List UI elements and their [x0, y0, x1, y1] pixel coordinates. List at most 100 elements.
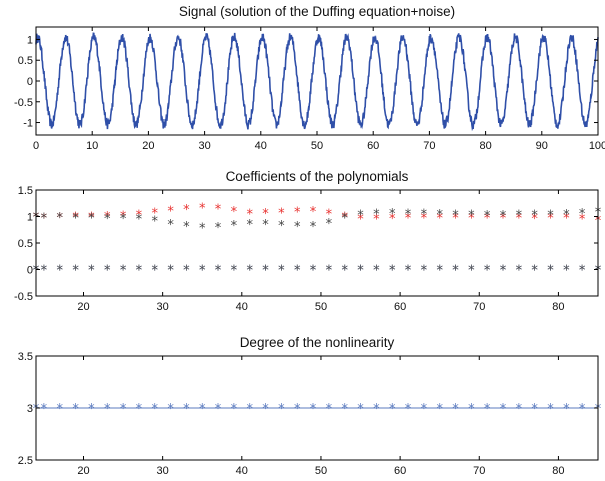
coefficients-series-1-marker: *: [231, 219, 238, 234]
coefficients-series-0-marker: *: [547, 212, 554, 227]
coefficients-series-1-marker: *: [199, 222, 206, 237]
coefficients-series-0-marker: *: [421, 212, 428, 227]
coefficients-series-2-marker: *: [389, 264, 396, 279]
y-tick-label: 0.5: [18, 55, 33, 67]
coefficients-series-0-marker: *: [373, 213, 380, 228]
degree-series-0-marker: *: [151, 402, 158, 417]
coefficients-series-2-marker: *: [104, 264, 111, 279]
coefficients-series-0-marker: *: [389, 212, 396, 227]
coefficients-series-0-marker: *: [294, 206, 301, 221]
x-tick-label: 40: [236, 301, 248, 313]
y-tick-label: 0: [27, 76, 33, 88]
coefficients-series-1-marker: *: [56, 211, 63, 226]
coefficients-series-0-marker: *: [357, 213, 364, 228]
degree-series-0-marker: *: [563, 402, 570, 417]
coefficients-series-2-marker: *: [56, 264, 63, 279]
x-tick-label: 70: [473, 465, 485, 477]
coefficients-series-3-marker: *: [452, 264, 459, 279]
coefficients-series-3-marker: *: [421, 264, 428, 279]
coefficients-series-2-marker: *: [547, 264, 554, 279]
coefficients-series-3-marker: *: [516, 264, 523, 279]
x-tick-label: 50: [311, 140, 323, 152]
x-tick-label: 60: [367, 140, 379, 152]
coefficients-panel: Coefficients of the polynomials * * * * * * * *…: [14, 169, 602, 313]
coefficients-series-3-marker: *: [500, 264, 507, 279]
coefficients-series-1-marker: *: [516, 208, 523, 223]
coefficients-series-2-marker: *: [262, 264, 269, 279]
coefficients-series-3-marker: *: [468, 264, 475, 279]
coefficients-series-0-marker: *: [136, 208, 143, 223]
coefficients-series-1-marker: *: [436, 208, 443, 223]
coefficients-series-0-marker: *: [405, 212, 412, 227]
coefficients-series-1-marker: *: [452, 208, 459, 223]
degree-series-0-marker: *: [389, 402, 396, 417]
coefficients-series-0-marker: *: [88, 211, 95, 226]
coefficients-series-2-marker: *: [199, 264, 206, 279]
coefficients-series-2-marker: *: [579, 264, 586, 279]
degree-series-0-marker: *: [357, 402, 364, 417]
x-tick-label: 50: [315, 465, 327, 477]
x-tick-label: 40: [236, 465, 248, 477]
degree-series-0-marker: *: [531, 402, 538, 417]
coefficients-series-2-marker: *: [246, 264, 253, 279]
x-tick-label: 100: [589, 140, 605, 152]
coefficients-series-0-marker: *: [56, 211, 63, 226]
signal-series-line: [35, 32, 599, 132]
coefficients-series-0-marker: *: [484, 212, 491, 227]
coefficients-series-0-marker: *: [500, 212, 507, 227]
x-tick-label: 70: [473, 301, 485, 313]
coefficients-series-0-marker: *: [199, 201, 206, 216]
coefficients-series-3-marker: *: [246, 264, 253, 279]
degree-series-0-marker: *: [199, 402, 206, 417]
x-tick-label: 80: [552, 301, 564, 313]
coefficients-series-3-marker: *: [183, 264, 190, 279]
coefficients-series-1-marker: *: [405, 207, 412, 222]
coefficients-series-0-marker: *: [278, 206, 285, 221]
y-tick-label: -0.5: [14, 291, 33, 303]
degree-series-layer: * * * * * * * * * * * * * * * * * * * * * * * * * * * * * * * * * * * * *: [33, 402, 602, 417]
degree-series-0-marker: *: [88, 402, 95, 417]
coefficients-series-1-marker: *: [167, 218, 174, 233]
chart-title-coefficients: Coefficients of the polynomials: [226, 169, 409, 184]
chart-title-degree: Degree of the nonlinearity: [240, 335, 395, 350]
coefficients-series-3-marker: *: [167, 264, 174, 279]
coefficients-series-2-marker: *: [88, 264, 95, 279]
x-tick-label: 10: [86, 140, 98, 152]
degree-series-0-marker: *: [167, 402, 174, 417]
coefficients-series-1-marker: *: [72, 212, 79, 227]
degree-series-0-marker: *: [341, 402, 348, 417]
coefficients-series-3-marker: *: [547, 264, 554, 279]
x-tick-label: 30: [157, 465, 169, 477]
coefficients-series-2-marker: *: [231, 264, 238, 279]
coefficients-series-0-marker: *: [120, 209, 127, 224]
coefficients-series-2-marker: *: [72, 264, 79, 279]
coefficients-series-layer: * * * * * * * * * * * * * * * * * * * * * * * * * * * * * * * * * * * * * * * *…: [33, 201, 602, 278]
y-tick-label: -1: [23, 118, 33, 130]
degree-series-0-marker: *: [373, 402, 380, 417]
coefficients-series-3-marker: *: [436, 264, 443, 279]
degree-series-0-marker: *: [326, 402, 333, 417]
x-tick-label: 70: [423, 140, 435, 152]
coefficients-series-1-marker: *: [500, 209, 507, 224]
coefficients-axes-box: [35, 189, 599, 297]
coefficients-series-2-marker: *: [405, 264, 412, 279]
y-tick-label: 3: [27, 403, 33, 415]
coefficients-series-1-marker: *: [215, 221, 222, 236]
signal-series-layer: [35, 32, 599, 132]
degree-series-0-marker: *: [484, 402, 491, 417]
coefficients-series-0-marker: *: [516, 212, 523, 227]
chart-title-signal: Signal (solution of the Duffing equation…: [179, 4, 455, 19]
coefficients-series-1-marker: *: [563, 208, 570, 223]
coefficients-series-0-marker: *: [579, 213, 586, 228]
degree-series-0-marker: *: [516, 402, 523, 417]
coefficients-ticks: 20 30 40 50 60 70 80 -0.5 0 0.5 1 1.5: [14, 185, 598, 313]
coefficients-series-2-marker: *: [484, 264, 491, 279]
degree-series-0-marker: *: [547, 402, 554, 417]
y-tick-label: 1: [27, 34, 33, 46]
coefficients-series-0-marker: *: [468, 212, 475, 227]
x-tick-label: 20: [77, 465, 89, 477]
coefficients-series-3-marker: *: [389, 264, 396, 279]
coefficients-series-0-marker: *: [563, 212, 570, 227]
x-tick-label: 60: [394, 465, 406, 477]
coefficients-series-3-marker: *: [326, 264, 333, 279]
